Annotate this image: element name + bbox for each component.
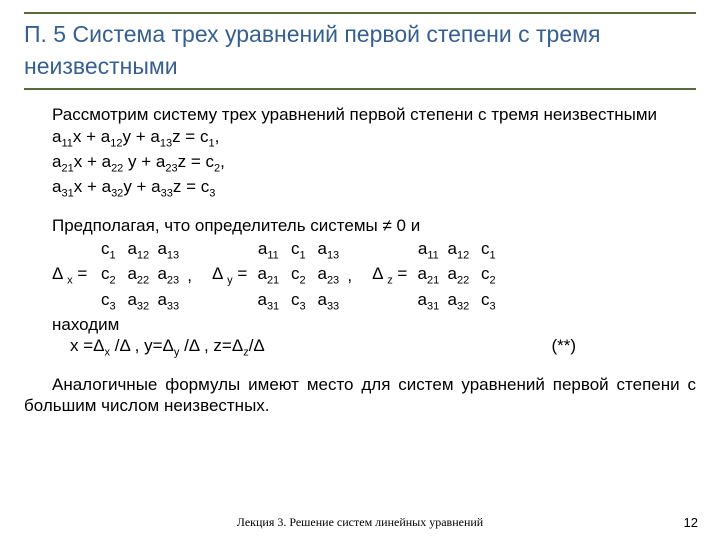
- slide: П. 5 Система трех уравнений первой степе…: [0, 0, 720, 540]
- content-body: Рассмотрим систему трех уравнений первой…: [24, 104, 696, 416]
- matrix-z: a11a12c1 a21a22c2 a31a32c3: [413, 238, 503, 313]
- top-rule: [24, 12, 696, 14]
- solution-line: x =Δx /Δ , y=Δy /Δ , z=Δz/Δ (**): [70, 335, 696, 360]
- page-number: 12: [684, 515, 698, 530]
- determinants-row: Δ x = c1a12a13 c2a22a23 c3a32a33 , Δ y =…: [52, 238, 696, 313]
- closing-text: Аналогичные формулы имеют место для сист…: [24, 374, 696, 417]
- assumption-text: Предполагая, что определитель системы ≠ …: [24, 215, 696, 236]
- delta-z: Δ z = a11a12c1 a21a22c2 a31a32c3: [372, 238, 503, 313]
- matrix-y: a11c1a13 a21c2a23 a31c3a33: [253, 238, 343, 313]
- slide-title: П. 5 Система трех уравнений первой степе…: [24, 18, 696, 82]
- delta-y: Δ y = a11c1a13 a21c2a23 a31c3a33 ,: [212, 238, 352, 313]
- find-text: находим: [24, 314, 696, 335]
- delta-x: Δ x = c1a12a13 c2a22a23 c3a32a33 ,: [52, 238, 192, 313]
- equation-1: a11x + a12y + a13z = c1,: [52, 126, 696, 151]
- intro-text: Рассмотрим систему трех уравнений первой…: [24, 104, 696, 125]
- equation-2: a21x + a22 y + a23z = c2,: [52, 151, 696, 176]
- matrix-x: c1a12a13 c2a22a23 c3a32a33: [93, 238, 183, 313]
- equation-marker: (**): [551, 335, 576, 360]
- equation-3: a31x + a32y + a33z = c3: [52, 176, 696, 201]
- solution-formulas: x =Δx /Δ , y=Δy /Δ , z=Δz/Δ: [70, 335, 265, 360]
- footer-text: Лекция 3. Решение систем линейных уравне…: [0, 515, 720, 530]
- equation-system: a11x + a12y + a13z = c1, a21x + a22 y + …: [52, 126, 696, 201]
- title-underline: [24, 88, 696, 90]
